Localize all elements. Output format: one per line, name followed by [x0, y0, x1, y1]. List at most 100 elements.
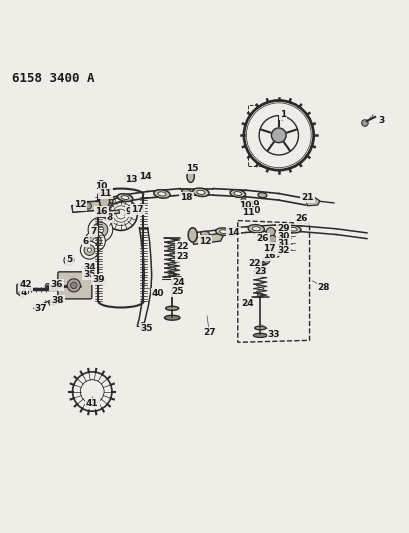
- Polygon shape: [247, 104, 286, 166]
- Ellipse shape: [181, 189, 191, 195]
- Text: 27: 27: [202, 328, 215, 337]
- Ellipse shape: [253, 333, 267, 337]
- Text: 11: 11: [99, 189, 112, 198]
- Text: 23: 23: [254, 267, 266, 276]
- Text: 16: 16: [263, 251, 275, 260]
- Ellipse shape: [219, 230, 227, 233]
- Text: 7: 7: [90, 227, 97, 236]
- Text: 19: 19: [247, 200, 259, 209]
- Text: 6: 6: [83, 237, 89, 246]
- Ellipse shape: [169, 272, 175, 277]
- Circle shape: [88, 217, 112, 242]
- Text: 12: 12: [198, 237, 211, 246]
- Text: 35: 35: [140, 324, 153, 333]
- Polygon shape: [98, 210, 119, 215]
- Text: 9: 9: [126, 207, 132, 216]
- Circle shape: [265, 228, 274, 237]
- Circle shape: [270, 243, 277, 249]
- Text: 40: 40: [151, 289, 164, 297]
- Circle shape: [111, 204, 130, 224]
- Text: 38: 38: [51, 296, 63, 305]
- Text: 10: 10: [95, 182, 108, 191]
- Text: 31: 31: [277, 239, 289, 248]
- Text: 26: 26: [294, 214, 307, 223]
- Circle shape: [270, 248, 280, 257]
- Circle shape: [66, 258, 71, 263]
- Text: 14: 14: [227, 228, 239, 237]
- Ellipse shape: [285, 225, 300, 233]
- Text: 25: 25: [171, 287, 183, 296]
- Circle shape: [271, 128, 285, 143]
- Text: 20: 20: [247, 206, 260, 215]
- Ellipse shape: [200, 231, 209, 236]
- Ellipse shape: [243, 301, 248, 305]
- Circle shape: [98, 180, 104, 186]
- Ellipse shape: [215, 228, 231, 236]
- Ellipse shape: [133, 207, 138, 211]
- Text: 29: 29: [277, 224, 289, 233]
- Circle shape: [139, 322, 146, 329]
- Text: 5: 5: [66, 255, 73, 264]
- Circle shape: [98, 277, 105, 284]
- Circle shape: [109, 203, 132, 225]
- Text: 4: 4: [20, 288, 27, 297]
- Ellipse shape: [188, 228, 197, 242]
- Text: 15: 15: [185, 164, 198, 173]
- Text: 24: 24: [172, 278, 184, 287]
- Circle shape: [246, 103, 310, 168]
- Circle shape: [67, 279, 80, 292]
- Text: 41: 41: [86, 399, 98, 408]
- Text: 39: 39: [92, 275, 104, 284]
- Ellipse shape: [165, 306, 178, 310]
- Ellipse shape: [234, 192, 241, 196]
- FancyBboxPatch shape: [58, 272, 92, 299]
- Text: 28: 28: [317, 284, 329, 292]
- Ellipse shape: [187, 170, 194, 182]
- Ellipse shape: [252, 227, 260, 231]
- Text: 22: 22: [176, 243, 188, 252]
- Text: 42: 42: [19, 280, 31, 289]
- Ellipse shape: [157, 192, 166, 196]
- Circle shape: [247, 202, 254, 209]
- Text: 26: 26: [256, 234, 268, 243]
- Text: 33: 33: [267, 329, 279, 338]
- Ellipse shape: [229, 190, 245, 197]
- Circle shape: [138, 172, 146, 180]
- Circle shape: [251, 209, 258, 215]
- Text: 8: 8: [106, 213, 113, 222]
- Text: 6158 3400 A: 6158 3400 A: [12, 72, 94, 85]
- Circle shape: [70, 282, 77, 289]
- Text: 30: 30: [277, 232, 289, 241]
- Polygon shape: [192, 233, 223, 244]
- Polygon shape: [237, 221, 309, 342]
- Ellipse shape: [289, 227, 296, 231]
- Ellipse shape: [192, 188, 209, 197]
- Text: 37: 37: [35, 304, 47, 313]
- Text: 1: 1: [279, 110, 285, 119]
- Circle shape: [93, 222, 108, 237]
- Circle shape: [201, 236, 208, 242]
- Ellipse shape: [276, 226, 285, 231]
- Circle shape: [85, 231, 105, 252]
- Text: 34: 34: [83, 263, 95, 272]
- Circle shape: [243, 100, 313, 170]
- Polygon shape: [48, 298, 63, 305]
- Text: 11: 11: [241, 208, 254, 217]
- Ellipse shape: [104, 198, 113, 204]
- Ellipse shape: [257, 294, 263, 297]
- Circle shape: [72, 372, 112, 411]
- Circle shape: [97, 227, 103, 233]
- Text: 3: 3: [377, 116, 384, 125]
- Circle shape: [64, 255, 74, 265]
- Polygon shape: [84, 263, 94, 271]
- Ellipse shape: [257, 192, 266, 198]
- Text: 36: 36: [50, 280, 63, 289]
- Circle shape: [80, 379, 104, 403]
- Circle shape: [268, 236, 276, 244]
- Text: 16: 16: [95, 207, 108, 216]
- Polygon shape: [17, 281, 28, 297]
- Text: 32: 32: [277, 246, 289, 255]
- Circle shape: [258, 116, 298, 155]
- Circle shape: [112, 206, 129, 222]
- Ellipse shape: [164, 316, 180, 320]
